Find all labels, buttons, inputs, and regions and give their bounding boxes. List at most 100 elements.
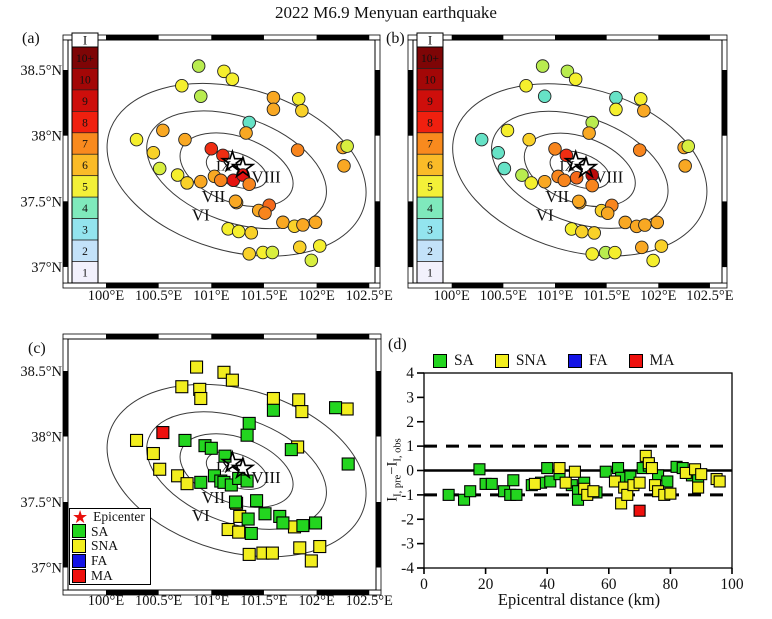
- station-square: [250, 494, 264, 508]
- d-legend-item-MA: MA: [628, 352, 675, 370]
- scatter-point-SA: [464, 485, 477, 498]
- colorbar-cell-label: 7: [82, 139, 88, 151]
- panel-b-label: (b): [386, 30, 405, 47]
- colorbar-cell-label: 10+: [421, 53, 439, 65]
- panel-a-label: (a): [22, 30, 40, 47]
- scatter-point-SA: [510, 488, 523, 501]
- scatter-point-SA: [442, 488, 455, 501]
- station-square: [293, 541, 307, 555]
- lon-tick-label: 100.5°E: [135, 593, 182, 609]
- sa-square-icon: [433, 354, 447, 368]
- frame-band-black: [658, 283, 710, 288]
- station-circle: [600, 206, 615, 220]
- scatter-point-SNA: [645, 462, 658, 475]
- panel-d-xlabel: Epicentral distance (km): [497, 590, 661, 609]
- station-circle: [575, 224, 589, 239]
- station-square: [218, 449, 232, 463]
- colorbar-cell-label: 1: [82, 267, 88, 279]
- station-circle: [194, 89, 208, 104]
- station-square: [240, 428, 254, 442]
- station-circle: [239, 126, 253, 140]
- scatter-point-SNA: [568, 465, 581, 478]
- y-tick-label: 2: [406, 414, 414, 431]
- d-legend-item-SA: SA: [433, 352, 474, 370]
- station-square: [292, 393, 306, 407]
- colorbar-cell-label: 5: [427, 182, 433, 194]
- lon-tick-label: 102.5°E: [346, 593, 393, 609]
- frame-band-black: [316, 334, 370, 339]
- epicenter-star: [573, 154, 599, 179]
- c-legend-label: MA: [91, 568, 113, 584]
- station-circle: [681, 139, 696, 153]
- x-tick-label: 100: [720, 576, 744, 593]
- station-circle: [587, 226, 602, 240]
- station-circle: [548, 142, 562, 156]
- lat-tick-label: 37°N: [31, 561, 62, 577]
- map-frame-border: [62, 333, 382, 596]
- frame-band-black: [316, 35, 370, 40]
- d-legend-label: FA: [588, 352, 608, 369]
- fa-square-icon: [567, 354, 582, 368]
- colorbar-cell-label: 3: [82, 225, 88, 237]
- colorbar-cell-label: 4: [82, 203, 88, 215]
- station-circle: [560, 64, 575, 79]
- ma-square-icon: [72, 568, 86, 583]
- station-circle: [557, 173, 572, 188]
- station-square: [180, 477, 194, 491]
- scatter-point-SA: [541, 462, 554, 475]
- station-circle: [231, 224, 246, 239]
- station-square: [242, 547, 256, 561]
- colorbar-cell-label: 8: [82, 117, 88, 129]
- frame-band-black: [316, 590, 370, 595]
- lon-tick-label: 102.5°E: [686, 288, 733, 304]
- frame-line: [412, 39, 723, 284]
- frame-band-black: [375, 201, 380, 267]
- station-square: [295, 405, 309, 419]
- frame-band-black: [408, 70, 413, 136]
- station-square: [146, 446, 160, 461]
- lat-tick-label: 38°N: [31, 430, 62, 446]
- lon-tick-label: 100°E: [433, 288, 470, 304]
- frame-band-black: [316, 283, 370, 288]
- station-square: [304, 554, 318, 568]
- station-circle: [537, 89, 552, 104]
- station-circle: [609, 90, 623, 105]
- scatter-point-SNA: [559, 476, 572, 489]
- c-legend-row-SNA: SNA: [72, 538, 148, 553]
- y-tick-label: 3: [406, 389, 414, 406]
- station-circle: [152, 161, 167, 176]
- scatter-point-SNA: [553, 462, 566, 475]
- sa-square-icon: [72, 524, 86, 539]
- d-legend-label: SA: [454, 352, 474, 369]
- station-square: [241, 512, 255, 526]
- scatter-point-SA: [507, 474, 520, 487]
- epicenter-star: [219, 148, 245, 173]
- lat-tick-label: 38°N: [31, 129, 62, 145]
- station-circle: [180, 176, 194, 190]
- station-square: [153, 462, 167, 476]
- station-square: [244, 526, 258, 540]
- colorbar-cell-label: 9: [427, 96, 433, 108]
- station-circle: [178, 132, 192, 147]
- frame-band-black: [451, 283, 504, 288]
- frame-band-black: [375, 70, 380, 136]
- lon-tick-label: 101°E: [537, 288, 574, 304]
- d-legend-item-SNA: SNA: [494, 352, 547, 370]
- epicenter-star-icon: ★: [72, 506, 89, 527]
- station-square: [190, 360, 204, 374]
- epicenter-star: [230, 455, 256, 480]
- station-circle: [295, 103, 309, 118]
- station-circle: [491, 146, 505, 160]
- colorbar-outline: [71, 46, 99, 284]
- frame-band-black: [211, 283, 264, 288]
- ylabel-sub-2: I, obs: [392, 438, 404, 462]
- lon-tick-label: 101.5°E: [240, 593, 287, 609]
- frame-band-black: [722, 70, 727, 136]
- lat-tick-label: 38.5°N: [20, 63, 62, 79]
- lon-tick-label: 101.5°E: [583, 288, 630, 304]
- station-circle: [304, 253, 319, 268]
- station-square: [329, 401, 343, 415]
